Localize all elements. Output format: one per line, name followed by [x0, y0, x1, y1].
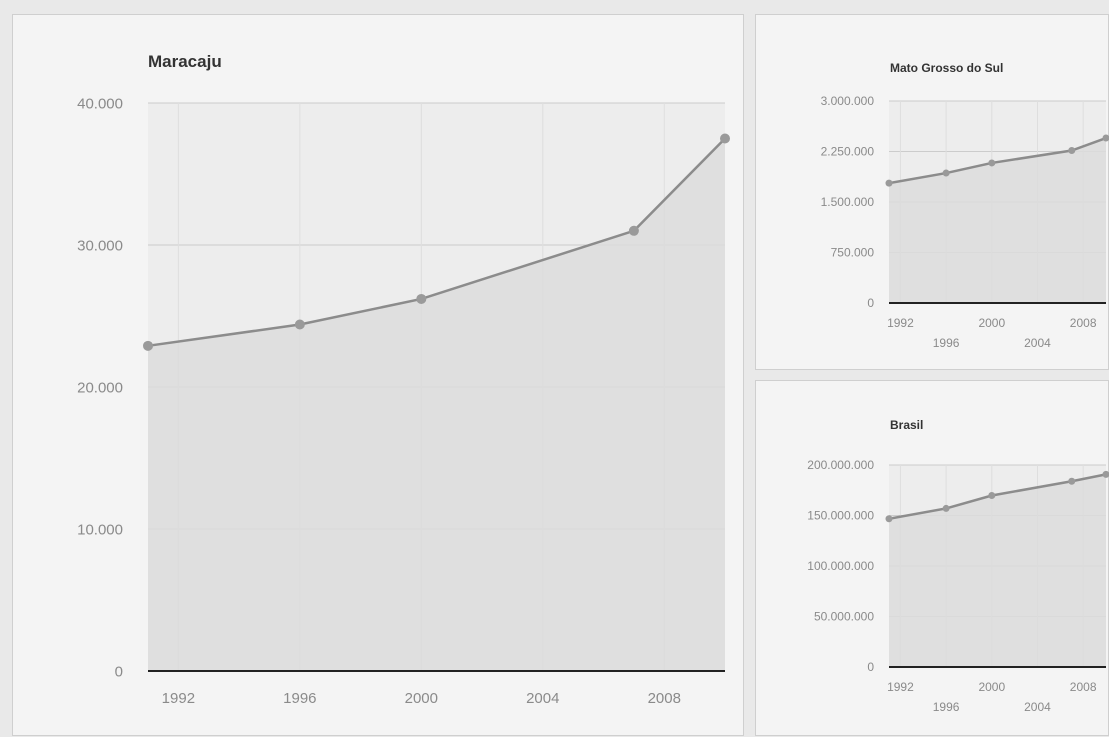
- y-tick-label: 20.000: [77, 379, 123, 396]
- brasil-chart: 0 50.000.000 100.000.000 150.000.000 200.000…: [756, 381, 1109, 737]
- x-tick-label: 1992: [162, 690, 195, 707]
- mato-grosso-do-sul-chart-panel: 0 750.000 1.500.000 2.250.000 3.000.000 1992 1…: [755, 14, 1109, 370]
- y-tick-label: 2.250.000: [821, 145, 875, 159]
- y-tick-label: 1.500.000: [821, 195, 875, 209]
- x-tick-label: 2004: [526, 690, 559, 707]
- x-tick-label: 1996: [283, 690, 316, 707]
- x-tick-label: 1996: [933, 700, 960, 714]
- y-tick-label: 750.000: [831, 246, 875, 260]
- chart-title: Brasil: [890, 418, 923, 432]
- y-tick-label: 0: [867, 660, 874, 674]
- data-point: [416, 294, 426, 304]
- y-tick-label: 40.000: [77, 95, 123, 112]
- x-tick-label: 1992: [887, 316, 914, 330]
- x-tick-label: 2008: [648, 690, 681, 707]
- maracaju-chart-panel: 0 10.000 20.000 30.000 40.000 1992 1996 2000 200…: [12, 14, 744, 736]
- x-tick-label: 2004: [1024, 336, 1051, 350]
- y-tick-label: 100.000.000: [807, 559, 874, 573]
- data-point: [988, 159, 995, 166]
- y-tick-label: 10.000: [77, 521, 123, 538]
- data-point: [1068, 478, 1075, 485]
- data-point: [295, 320, 305, 330]
- y-tick-label: 150.000.000: [807, 509, 874, 523]
- x-tick-label: 2000: [405, 690, 438, 707]
- maracaju-chart: 0 10.000 20.000 30.000 40.000 1992 1996 2000 200…: [13, 15, 745, 737]
- chart-title: Maracaju: [148, 52, 222, 71]
- data-point: [886, 180, 893, 187]
- chart-title: Mato Grosso do Sul: [890, 61, 1003, 75]
- x-tick-label: 2008: [1070, 680, 1097, 694]
- x-tick-label: 2000: [978, 680, 1005, 694]
- y-tick-label: 0: [867, 296, 874, 310]
- brasil-chart-panel: 0 50.000.000 100.000.000 150.000.000 200.000…: [755, 380, 1109, 736]
- x-tick-label: 1996: [933, 336, 960, 350]
- y-tick-label: 0: [115, 663, 123, 680]
- data-point: [1068, 147, 1075, 154]
- y-tick-label: 3.000.000: [821, 94, 875, 108]
- x-tick-label: 1992: [887, 680, 914, 694]
- data-point: [943, 170, 950, 177]
- x-tick-label: 2000: [978, 316, 1005, 330]
- data-point: [886, 515, 893, 522]
- data-point: [629, 226, 639, 236]
- y-tick-label: 30.000: [77, 237, 123, 254]
- x-tick-label: 2008: [1070, 316, 1097, 330]
- y-tick-label: 200.000.000: [807, 458, 874, 472]
- data-point: [943, 505, 950, 512]
- mato-grosso-do-sul-chart: 0 750.000 1.500.000 2.250.000 3.000.000 1992 1…: [756, 15, 1109, 371]
- data-point: [720, 134, 730, 144]
- x-tick-label: 2004: [1024, 700, 1051, 714]
- data-point: [143, 341, 153, 351]
- data-point: [988, 492, 995, 499]
- y-tick-label: 50.000.000: [814, 610, 874, 624]
